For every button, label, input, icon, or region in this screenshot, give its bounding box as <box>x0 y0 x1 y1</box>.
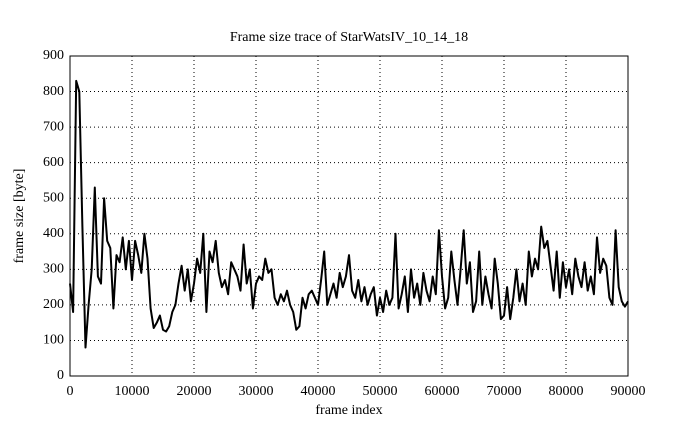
y-tick-label: 700 <box>43 119 64 134</box>
x-tick-label: 30000 <box>239 384 274 399</box>
y-tick-label: 600 <box>43 155 64 170</box>
x-tick-label: 50000 <box>363 384 398 399</box>
y-tick-label: 0 <box>57 368 64 383</box>
x-tick-label: 0 <box>67 384 74 399</box>
x-tick-label: 90000 <box>611 384 646 399</box>
x-tick-label: 10000 <box>115 384 150 399</box>
x-tick-label: 80000 <box>549 384 584 399</box>
y-tick-label: 900 <box>43 48 64 63</box>
x-tick-label: 70000 <box>487 384 522 399</box>
y-tick-label: 300 <box>43 262 64 277</box>
y-tick-label: 500 <box>43 190 64 205</box>
y-tick-label: 200 <box>43 297 64 312</box>
plot-frame <box>69 55 629 377</box>
x-tick-label: 60000 <box>425 384 460 399</box>
x-axis-label: frame index <box>315 403 382 418</box>
x-tick-label: 40000 <box>301 384 336 399</box>
chart-title: Frame size trace of StarWatsIV_10_14_18 <box>230 30 468 45</box>
y-tick-label: 800 <box>43 84 64 99</box>
y-axis-label: frame size [byte] <box>12 169 27 264</box>
x-tick-label: 20000 <box>177 384 212 399</box>
data-line <box>69 79 629 349</box>
y-tick-label: 100 <box>43 333 64 348</box>
y-tick-label: 400 <box>43 226 64 241</box>
